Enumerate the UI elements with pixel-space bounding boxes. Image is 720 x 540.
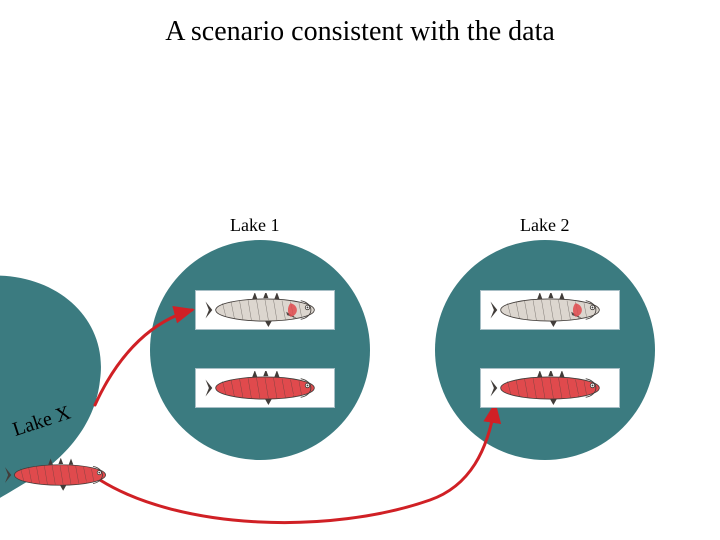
fish-lake1-limnetic — [195, 368, 335, 408]
lake-2-label: Lake 2 — [520, 215, 569, 236]
fish-lake2-benthic — [480, 290, 620, 330]
diagram-stage: A scenario consistent with the data Lake… — [0, 0, 720, 540]
fish-lake2-limnetic — [480, 368, 620, 408]
lake-1-circle — [150, 240, 370, 460]
lake-1-label: Lake 1 — [230, 215, 279, 236]
lake-2-circle — [435, 240, 655, 460]
fish-lake1-benthic — [195, 290, 335, 330]
fish-lakex — [5, 458, 115, 492]
